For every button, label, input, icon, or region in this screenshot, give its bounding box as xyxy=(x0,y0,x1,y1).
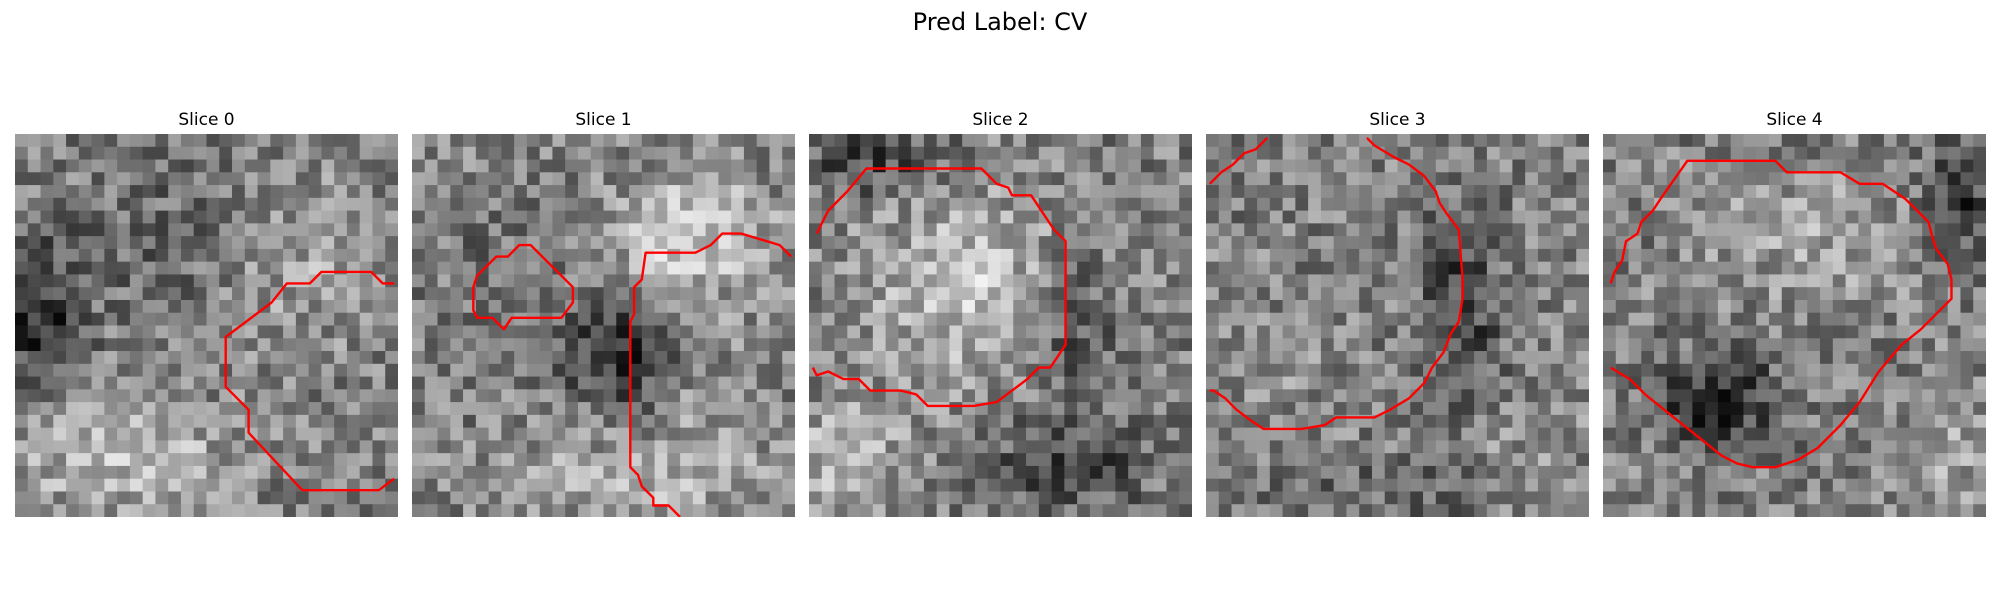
slice-title: Slice 1 xyxy=(575,110,632,130)
slice-image xyxy=(1206,134,1589,517)
slice-image xyxy=(15,134,398,517)
slice-title: Slice 0 xyxy=(178,110,235,130)
slice-panel-3: Slice 3 xyxy=(1206,108,1589,517)
slice-svg xyxy=(1603,134,1986,517)
slice-svg xyxy=(15,134,398,517)
slice-title: Slice 4 xyxy=(1766,110,1823,130)
slice-title: Slice 2 xyxy=(972,110,1029,130)
slice-panel-2: Slice 2 xyxy=(809,108,1192,517)
slice-panel-0: Slice 0 xyxy=(15,108,398,517)
slice-panel-1: Slice 1 xyxy=(412,108,795,517)
segmentation-contour xyxy=(1208,136,1269,185)
slice-image xyxy=(412,134,795,517)
segmentation-contour xyxy=(224,270,395,492)
segmentation-contour xyxy=(811,167,1067,408)
segmentation-contour xyxy=(1609,159,1953,469)
segmentation-contour xyxy=(629,232,793,517)
slice-image xyxy=(1603,134,1986,517)
slice-panel-4: Slice 4 xyxy=(1603,108,1986,517)
slice-svg xyxy=(809,134,1192,517)
figure-title: Pred Label: CV xyxy=(912,8,1088,36)
slice-svg xyxy=(1206,134,1589,517)
segmentation-contour xyxy=(1209,136,1464,431)
slice-title: Slice 3 xyxy=(1369,110,1426,130)
slice-image xyxy=(809,134,1192,517)
slice-svg xyxy=(412,134,795,517)
segmentation-contour xyxy=(472,243,575,331)
